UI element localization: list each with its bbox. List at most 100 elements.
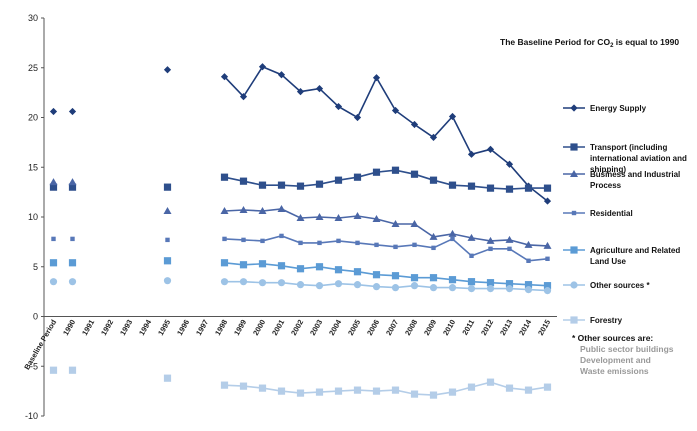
data-point	[467, 150, 476, 158]
data-point	[163, 257, 172, 265]
data-point	[315, 180, 324, 188]
data-point	[68, 107, 77, 116]
legend-item: Energy Supply	[563, 104, 647, 113]
data-point	[391, 166, 400, 174]
legend-item: Other sources *	[563, 281, 650, 290]
data-point	[239, 261, 248, 269]
baseline-note-prefix: The Baseline Period for CO	[500, 37, 610, 47]
data-point	[239, 93, 248, 101]
data-point	[545, 256, 550, 261]
data-point	[448, 284, 457, 292]
legend-swatch-marker	[570, 246, 578, 254]
legend-item: Transport (including international aviati…	[563, 143, 687, 174]
x-tick-label: 2010	[441, 318, 457, 337]
data-point	[353, 281, 362, 289]
data-point	[49, 183, 58, 191]
data-point	[543, 241, 552, 249]
footnote: * Other sources are: Public sector build…	[572, 333, 674, 376]
legend-item: Business and Industrial Process	[563, 170, 680, 190]
data-point	[467, 182, 476, 190]
x-tick-label: 2015	[536, 318, 552, 337]
data-point	[543, 282, 552, 290]
data-point	[372, 74, 381, 82]
data-point	[448, 181, 457, 189]
data-point	[505, 235, 514, 243]
series-group	[49, 178, 552, 249]
data-point	[374, 242, 379, 248]
data-point	[467, 285, 476, 293]
x-tick-label: 2012	[479, 318, 495, 337]
data-point	[334, 176, 343, 184]
data-point	[220, 207, 229, 215]
y-tick-label: 20	[28, 113, 38, 123]
data-point	[296, 88, 305, 96]
data-point	[391, 272, 400, 280]
data-point	[68, 278, 77, 286]
y-tick-label: 25	[28, 63, 38, 73]
legend-item: Residential	[563, 209, 633, 218]
data-point	[469, 253, 474, 259]
footnote-line: Development and	[580, 355, 651, 365]
footnote-line: Public sector buildings	[580, 344, 674, 354]
legend-label: Other sources *	[590, 281, 650, 290]
data-point	[49, 259, 58, 267]
data-point	[277, 181, 286, 189]
x-tick-label: 1993	[118, 318, 134, 337]
data-point	[505, 185, 514, 193]
data-point	[49, 366, 58, 374]
series-group	[49, 277, 552, 295]
data-point	[467, 233, 476, 241]
data-point	[334, 280, 343, 288]
data-point	[296, 265, 305, 273]
data-point	[372, 214, 381, 222]
x-tick-label: 2009	[422, 318, 438, 337]
series-line	[224, 208, 548, 247]
legend-label: Business and Industrial Process	[590, 170, 680, 190]
data-point	[429, 232, 438, 240]
series-group	[49, 166, 552, 193]
x-tick-label: 2011	[460, 318, 476, 337]
axes: -10 -5 0 5 10 15 20 25 30 Baseline Period 1990 1991…	[22, 13, 557, 421]
data-point	[315, 263, 324, 271]
x-tick-label: 1996	[175, 318, 191, 337]
data-point	[239, 382, 248, 390]
data-point	[372, 387, 381, 395]
legend-label: Energy Supply	[590, 104, 647, 113]
data-point	[486, 236, 495, 244]
x-tick-label: 1999	[232, 318, 248, 337]
legend-swatch-marker	[570, 281, 578, 289]
x-tick-label: 1990	[61, 318, 77, 337]
y-tick-label: 10	[28, 212, 38, 222]
x-tick-label: 2007	[384, 318, 400, 337]
data-point	[163, 207, 172, 215]
data-point	[315, 213, 324, 220]
data-point	[334, 213, 343, 221]
y-tick-label: -5	[30, 361, 38, 371]
data-point	[298, 240, 303, 246]
data-point	[68, 259, 77, 267]
data-point	[410, 219, 419, 227]
data-point	[372, 283, 381, 291]
data-point	[51, 236, 56, 242]
legend-swatch-marker	[570, 170, 578, 177]
data-point	[391, 386, 400, 394]
series-group	[49, 257, 552, 290]
data-point	[448, 388, 457, 396]
data-point	[524, 240, 533, 248]
x-tick-label: 2005	[346, 318, 362, 337]
data-point	[163, 374, 172, 382]
data-point	[543, 287, 552, 295]
data-point	[410, 390, 419, 398]
data-point	[505, 384, 514, 392]
data-point	[431, 245, 436, 251]
y-tick-label: 5	[33, 262, 38, 272]
data-point	[277, 71, 286, 79]
legend-label: Agriculture and Related Land Use	[590, 246, 680, 266]
data-point	[334, 266, 343, 274]
data-point	[220, 173, 229, 181]
data-point	[486, 145, 495, 153]
legend: Energy Supply Transport (including interna…	[563, 104, 687, 325]
data-point	[467, 278, 476, 286]
data-point	[258, 384, 267, 392]
